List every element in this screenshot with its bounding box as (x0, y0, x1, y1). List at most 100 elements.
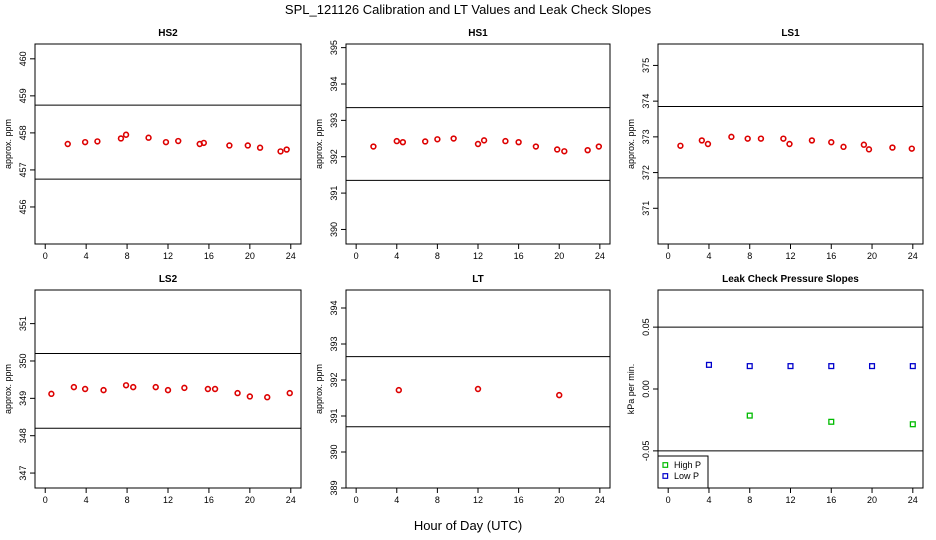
y-tick-label: 456 (18, 199, 28, 214)
y-tick-label: 372 (641, 165, 651, 180)
x-tick-label: 0 (354, 251, 359, 261)
plot-frame (345, 43, 611, 245)
data-point (532, 143, 540, 150)
x-tick-label: 16 (204, 251, 214, 261)
data-point (181, 384, 188, 392)
data-point (152, 383, 159, 391)
panel-title: LS1 (781, 28, 800, 39)
x-tick-label: 20 (554, 495, 564, 505)
data-point (828, 418, 835, 425)
data-point (286, 389, 293, 397)
x-tick-label: 16 (826, 495, 836, 505)
data-point (705, 361, 713, 368)
data-point (480, 137, 488, 144)
data-point (370, 143, 377, 150)
data-point (584, 146, 591, 154)
data-point (556, 391, 563, 399)
data-point (746, 363, 753, 370)
y-tick-label: 457 (18, 162, 28, 177)
x-tick-label: 16 (514, 495, 524, 505)
y-tick-label: 394 (329, 300, 339, 315)
legend-marker (662, 473, 669, 479)
data-point (757, 135, 765, 142)
y-tick-label: 0.00 (641, 380, 651, 398)
data-point (395, 386, 402, 394)
x-tick-label: 24 (286, 495, 296, 505)
data-point (434, 136, 441, 143)
data-point (117, 135, 125, 142)
data-point (211, 385, 219, 393)
data-point (175, 137, 182, 145)
data-point (595, 143, 603, 150)
data-point (81, 138, 89, 146)
data-point (746, 412, 753, 419)
y-tick-label: 389 (329, 480, 339, 495)
y-axis-label: approx. ppm (3, 364, 13, 414)
panel-title: HS1 (468, 28, 488, 39)
x-tick-label: 0 (354, 495, 359, 505)
data-point (450, 135, 457, 142)
y-tick-label: 394 (329, 76, 339, 91)
data-point (264, 394, 271, 401)
y-tick-label: 371 (641, 201, 651, 216)
x-tick-label: 8 (125, 251, 130, 261)
data-point (786, 140, 793, 148)
y-tick-label: 0.05 (641, 318, 651, 336)
figure-title: SPL_121126 Calibration and LT Values and… (284, 2, 652, 17)
x-tick-label: 12 (473, 495, 483, 505)
y-tick-label: 393 (329, 113, 339, 128)
x-tick-label: 12 (163, 495, 173, 505)
x-tick-label: 4 (394, 495, 399, 505)
x-tick-label: 4 (84, 251, 89, 261)
x-tick-label: 16 (204, 495, 214, 505)
data-point (244, 142, 252, 149)
y-tick-label: 395 (329, 40, 339, 55)
y-tick-label: 349 (18, 391, 28, 406)
panel-hs2: HS2 0 4 8 12 16 20 24 456 457 458 459 460 approx. ppm (3, 28, 302, 261)
x-tick-label: 24 (908, 495, 918, 505)
y-axis-label: approx. ppm (314, 119, 324, 169)
x-tick-label: 12 (163, 251, 173, 261)
y-tick-label: 460 (18, 51, 28, 66)
figure-x-axis-label: Hour of Day (UTC) (413, 518, 523, 533)
data-point (787, 363, 794, 370)
data-point (677, 142, 684, 149)
y-tick-label: 351 (18, 316, 28, 331)
data-point (130, 383, 137, 391)
data-point (64, 140, 71, 148)
x-tick-label: 4 (394, 251, 399, 261)
panel-title: LT (472, 274, 483, 285)
legend-label: High P (674, 460, 701, 470)
data-point (256, 144, 264, 151)
data-point (94, 138, 101, 145)
data-point (81, 385, 89, 393)
x-tick-label: 20 (245, 251, 255, 261)
panel-ls1: LS1 0 4 8 12 16 20 24 371 372 373 374 375 approx. ppm (626, 28, 924, 261)
data-point (48, 390, 55, 398)
panel-leak: Leak Check Pressure Slopes 0 4 8 12 16 20 24 -0.… (626, 274, 924, 505)
x-tick-label: 4 (84, 495, 89, 505)
data-point (164, 386, 172, 394)
y-tick-label: 350 (18, 353, 28, 368)
x-tick-label: 8 (435, 495, 440, 505)
y-tick-label: 390 (329, 222, 339, 237)
legend-marker (662, 462, 669, 468)
data-point (909, 363, 916, 370)
legend-box (657, 455, 709, 489)
x-tick-label: 24 (595, 251, 605, 261)
data-point (840, 143, 847, 151)
y-tick-label: 375 (641, 58, 651, 73)
data-point (200, 139, 208, 147)
data-point (234, 389, 241, 397)
data-point (515, 138, 522, 146)
data-point (399, 138, 407, 146)
x-tick-label: 0 (666, 495, 671, 505)
y-tick-label: 348 (18, 428, 28, 443)
y-axis-label: approx. ppm (3, 119, 13, 169)
data-point (553, 146, 561, 153)
plot-frame (657, 43, 924, 245)
data-point (246, 393, 254, 400)
y-tick-label: 391 (329, 408, 339, 423)
x-tick-label: 20 (867, 251, 877, 261)
